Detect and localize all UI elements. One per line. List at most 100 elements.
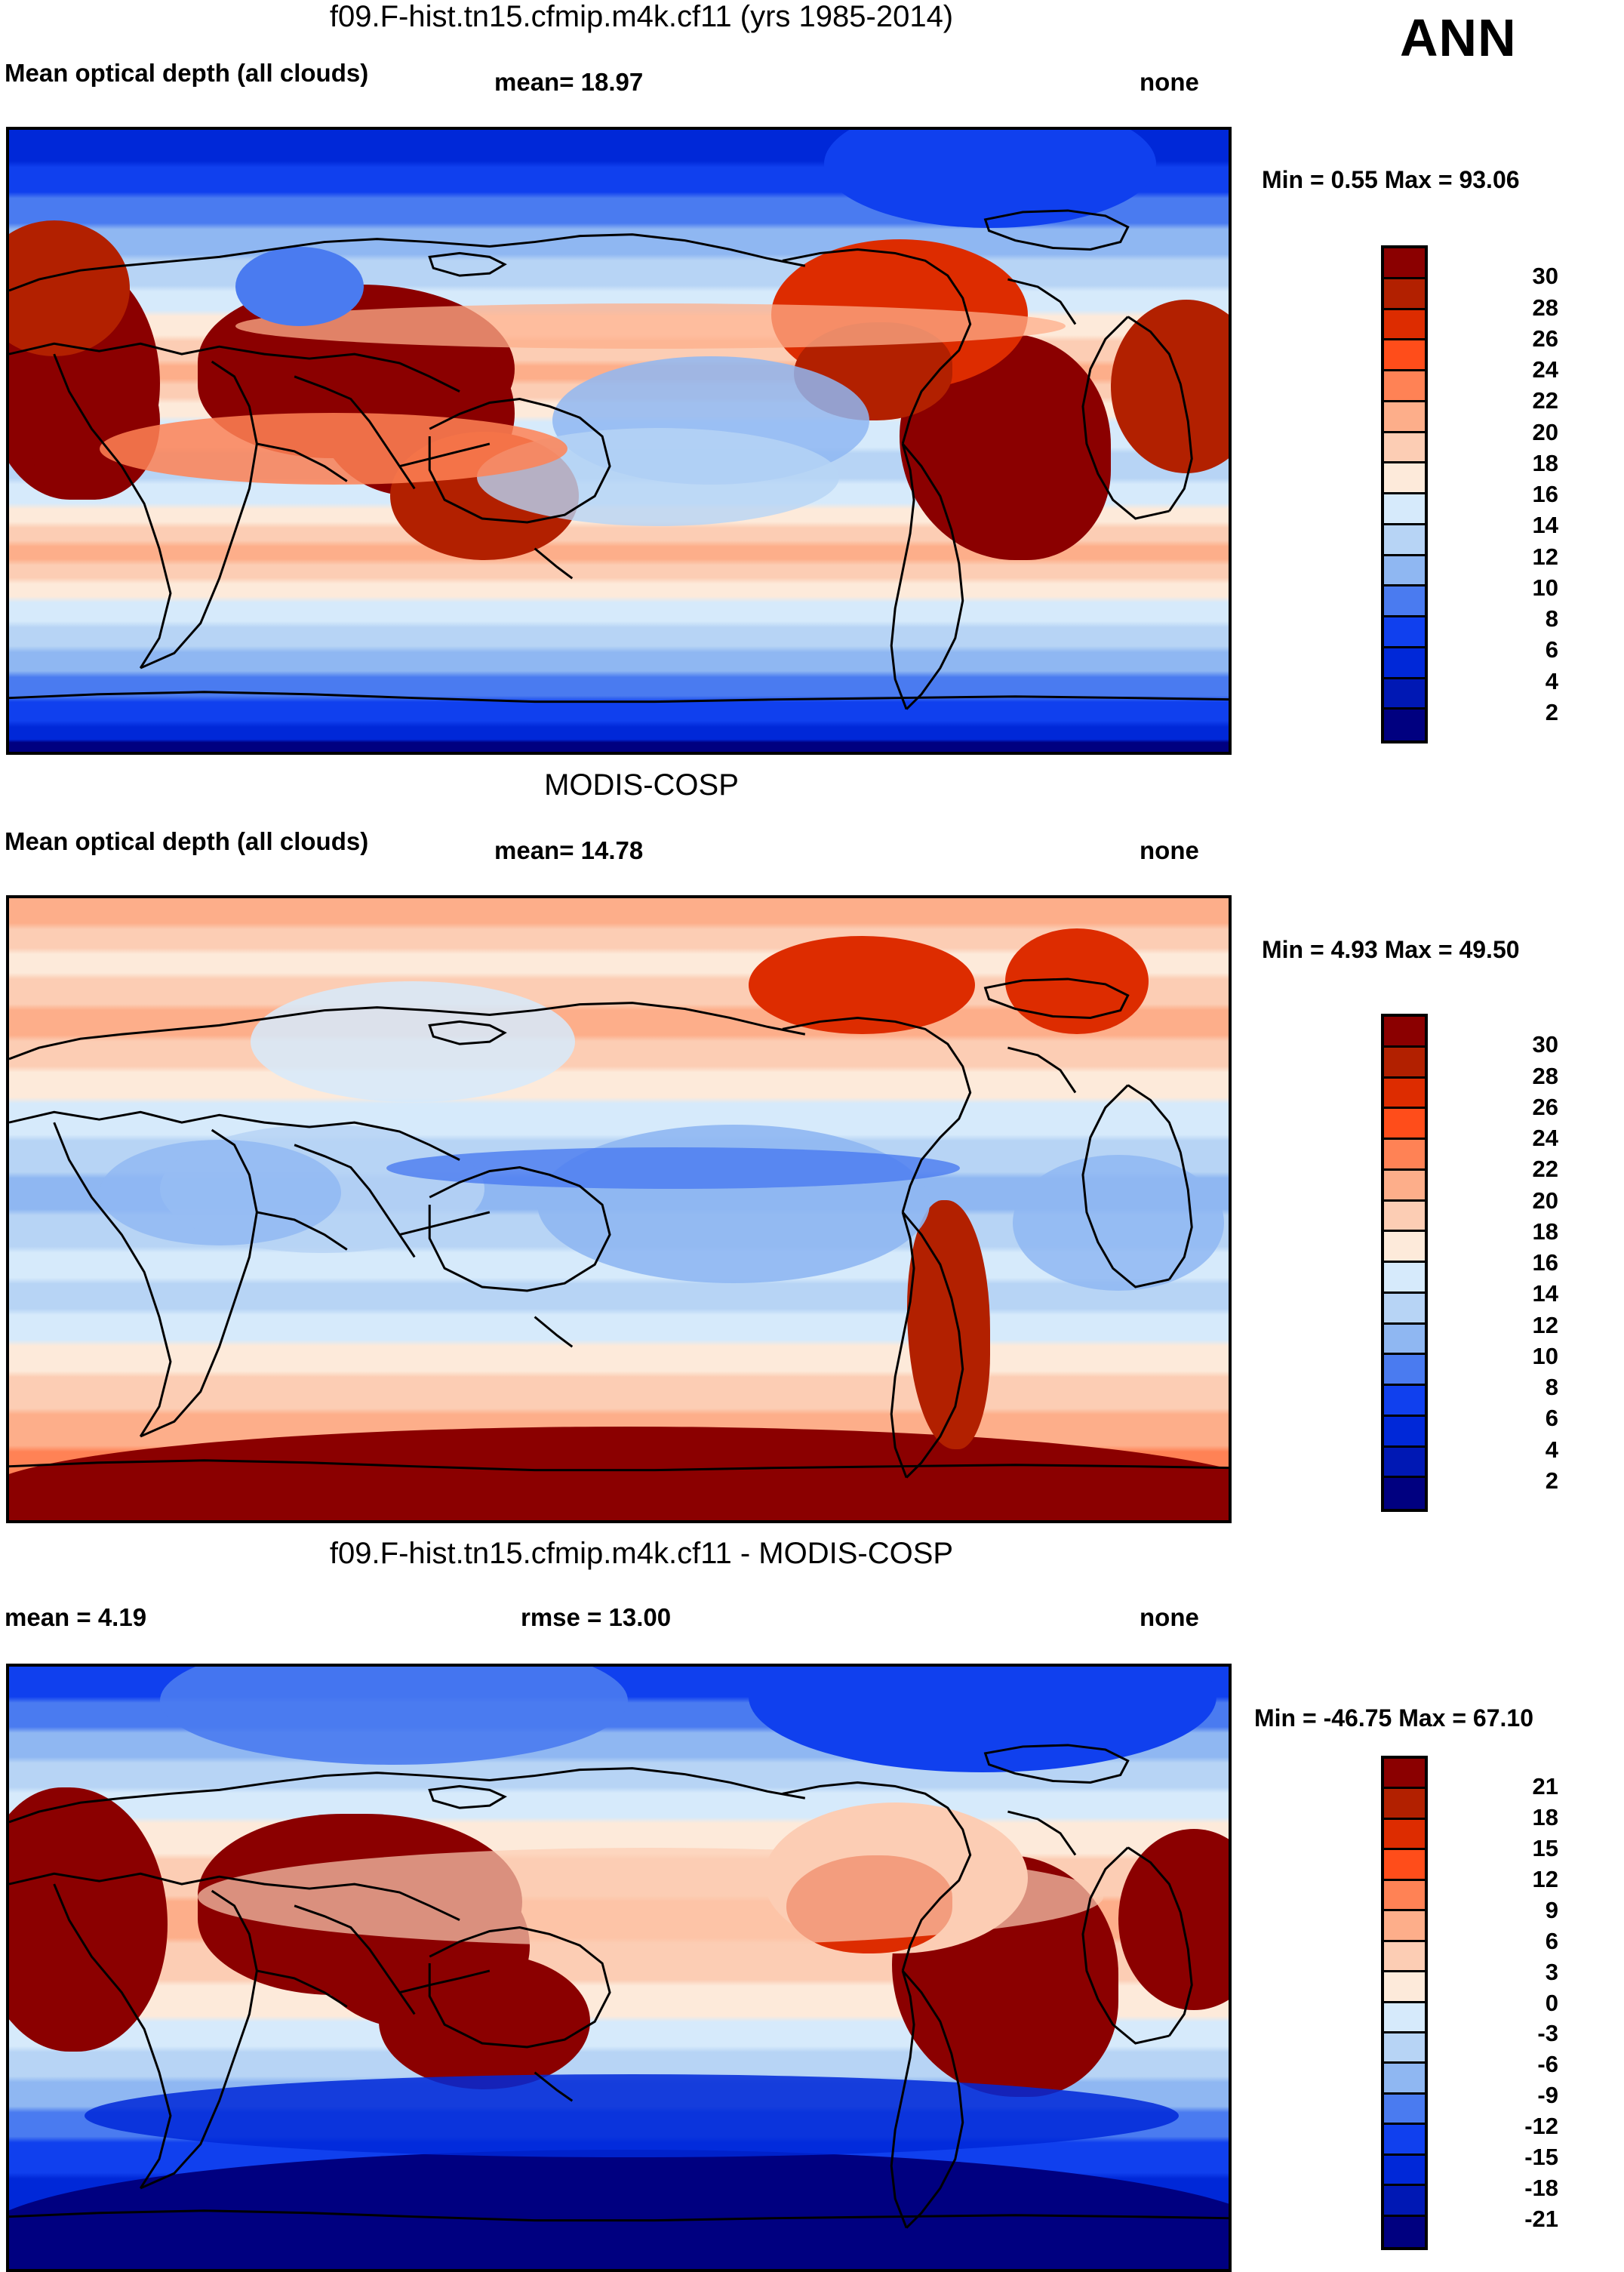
colorbar-tick-label: 16 xyxy=(1532,481,1558,507)
panel-difference: f09.F-hist.tn15.cfmip.m4k.cf11 - MODIS-C… xyxy=(0,1537,1624,2272)
colorbar-band xyxy=(1384,525,1425,556)
colorbar-band xyxy=(1384,2033,1425,2064)
colorbar-band xyxy=(1384,1386,1425,1417)
colorbar-band xyxy=(1384,2003,1425,2033)
panel2-colorbar-ticks: 30 28 26 24 22 20 18 16 14 12 10 8 6 4 2 xyxy=(1434,1014,1558,1512)
colorbar-tick-label: 30 xyxy=(1532,263,1558,290)
colorbar-band xyxy=(1384,2125,1425,2156)
blob-southern-ocean-diff xyxy=(9,2150,1229,2269)
blob-europe-westafrica xyxy=(9,220,130,356)
colorbar-tick-label: -9 xyxy=(1537,2082,1558,2109)
panel2-coastlines xyxy=(9,898,1229,1520)
colorbar-tick-label: 12 xyxy=(1532,543,1558,570)
colorbar-tick-label: 3 xyxy=(1545,1958,1558,1985)
colorbar-tick-label: 2 xyxy=(1545,1467,1558,1494)
colorbar-tick-label: 4 xyxy=(1545,1436,1558,1463)
colorbar-band xyxy=(1384,1017,1425,1048)
colorbar-band xyxy=(1384,679,1425,710)
blob-eastatlantic xyxy=(1111,300,1229,473)
colorbar-band xyxy=(1384,1972,1425,2003)
blob-africa-diff xyxy=(9,1787,168,2052)
blob-siberia-obs xyxy=(251,981,575,1102)
colorbar-band xyxy=(1384,1850,1425,1881)
panel3-colorbar-ticks: 21 18 15 12 9 6 3 0 -3 -6 -9 -12 -15 -18 -21 xyxy=(1434,1756,1558,2250)
colorbar-tick-label: 24 xyxy=(1532,356,1558,383)
colorbar-tick-label: 15 xyxy=(1532,1834,1558,1861)
blob-subtropical-diff xyxy=(198,1848,1103,1946)
panel2-map[interactable] xyxy=(6,895,1232,1523)
blob-antarctica xyxy=(9,1427,1229,1520)
colorbar-band xyxy=(1384,1109,1425,1140)
colorbar-tick-label: 26 xyxy=(1532,325,1558,352)
colorbar-tick-label: 22 xyxy=(1532,1156,1558,1183)
colorbar-tick-label: 12 xyxy=(1532,1865,1558,1892)
colorbar-band xyxy=(1384,2186,1425,2217)
blob-centralasia-dry xyxy=(235,247,364,326)
colorbar-tick-label: 26 xyxy=(1532,1093,1558,1120)
blob-itcz xyxy=(235,303,1066,349)
panel1-coastlines xyxy=(9,130,1229,752)
colorbar-tick-label: -18 xyxy=(1524,2175,1558,2202)
colorbar-band xyxy=(1384,1140,1425,1171)
colorbar-tick-label: 9 xyxy=(1545,1896,1558,1923)
panel1-units-label: none xyxy=(1140,68,1199,96)
colorbar-band xyxy=(1384,1355,1425,1386)
colorbar-band xyxy=(1384,710,1425,740)
colorbar-band xyxy=(1384,648,1425,679)
colorbar-band xyxy=(1384,1941,1425,1973)
blob-nwpacific-diff xyxy=(160,1667,628,1765)
panel3-colorbar[interactable] xyxy=(1381,1756,1428,2250)
colorbar-tick-label: 28 xyxy=(1532,294,1558,321)
colorbar-band xyxy=(1384,586,1425,617)
colorbar-band xyxy=(1384,1263,1425,1294)
panel1-colorbar[interactable] xyxy=(1381,245,1428,743)
colorbar-tick-label: 14 xyxy=(1532,1280,1558,1307)
panel3-units-label: none xyxy=(1140,1603,1199,1631)
colorbar-band xyxy=(1384,1201,1425,1233)
colorbar-tick-label: 21 xyxy=(1532,1772,1558,1799)
colorbar-band xyxy=(1384,371,1425,402)
colorbar-tick-label: 8 xyxy=(1545,1374,1558,1400)
colorbar-band xyxy=(1384,1078,1425,1110)
colorbar-tick-label: 4 xyxy=(1545,667,1558,694)
blob-africa-south xyxy=(32,349,160,500)
colorbar-band xyxy=(1384,402,1425,433)
panel1-colorbar-ticks: 30 28 26 24 22 20 18 16 14 12 10 8 6 4 2 xyxy=(1434,245,1558,743)
colorbar-tick-label: -21 xyxy=(1524,2206,1558,2233)
panel3-mean-label: mean = 4.19 xyxy=(5,1603,147,1631)
colorbar-tick-label: 16 xyxy=(1532,1249,1558,1276)
panel3-map[interactable] xyxy=(6,1664,1232,2272)
panel3-rmse-label: rmse = 13.00 xyxy=(521,1603,672,1631)
colorbar-tick-label: 22 xyxy=(1532,387,1558,414)
colorbar-tick-label: -3 xyxy=(1537,2020,1558,2047)
colorbar-tick-label: -15 xyxy=(1524,2144,1558,2171)
colorbar-band xyxy=(1384,1880,1425,1912)
blob-indian-obs xyxy=(100,1140,341,1245)
colorbar-tick-label: 12 xyxy=(1532,1311,1558,1338)
panel2-title: MODIS-COSP xyxy=(544,768,739,802)
colorbar-band xyxy=(1384,1759,1425,1790)
colorbar-tick-label: 18 xyxy=(1532,1803,1558,1830)
panel1-map[interactable] xyxy=(6,127,1232,755)
colorbar-band xyxy=(1384,1232,1425,1263)
colorbar-band xyxy=(1384,1447,1425,1479)
colorbar-band xyxy=(1384,279,1425,310)
colorbar-tick-label: 2 xyxy=(1545,698,1558,725)
colorbar-tick-label: 18 xyxy=(1532,449,1558,476)
colorbar-band xyxy=(1384,1819,1425,1851)
panel3-minmax: Min = -46.75 Max = 67.10 xyxy=(1254,1704,1533,1732)
colorbar-tick-label: -6 xyxy=(1537,2051,1558,2078)
blob-arctic-cold xyxy=(824,130,1156,228)
colorbar-tick-label: 10 xyxy=(1532,574,1558,601)
panel1-minmax: Min = 0.55 Max = 93.06 xyxy=(1262,166,1520,193)
panel3-coastlines xyxy=(9,1667,1229,2269)
panel-observations: MODIS-COSP Mean optical depth (all cloud… xyxy=(0,768,1624,1531)
colorbar-tick-label: 14 xyxy=(1532,512,1558,539)
colorbar-band xyxy=(1384,309,1425,341)
colorbar-band xyxy=(1384,1416,1425,1448)
colorbar-band xyxy=(1384,1047,1425,1079)
panel2-colorbar[interactable] xyxy=(1381,1014,1428,1512)
panel1-field-label: Mean optical depth (all clouds) xyxy=(5,59,369,87)
colorbar-band xyxy=(1384,494,1425,525)
panel2-field-label: Mean optical depth (all clouds) xyxy=(5,827,369,855)
